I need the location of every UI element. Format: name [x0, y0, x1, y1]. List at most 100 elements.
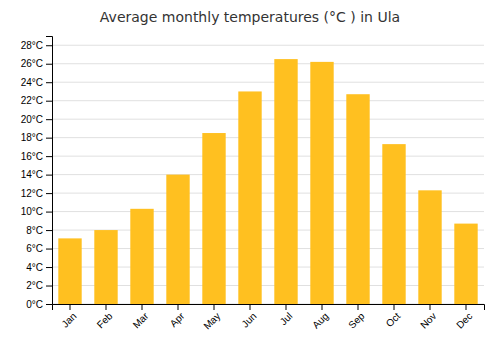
tick-label: 22°C: [21, 95, 43, 106]
tick-mark: [46, 267, 52, 268]
tick-mark: [286, 304, 287, 310]
tick: 26°C: [21, 58, 52, 69]
grid-line: [52, 82, 484, 83]
tick-label: Jan: [59, 310, 78, 329]
tick: 4°C: [26, 262, 52, 273]
chart: Average monthly temperatures (°C ) in Ul…: [0, 0, 500, 350]
bar: [238, 91, 261, 304]
bar: [310, 62, 333, 304]
tick-mark: [106, 304, 107, 310]
tick-label: May: [201, 310, 222, 331]
tick-label: Oct: [384, 310, 403, 329]
bars: [58, 59, 477, 304]
tick-mark: [46, 64, 52, 65]
grid-line: [52, 45, 484, 46]
tick-label: 26°C: [21, 58, 43, 69]
grid-line: [52, 100, 484, 101]
bar: [418, 190, 441, 304]
tick-label: 6°C: [26, 243, 43, 254]
tick-label: 24°C: [21, 77, 43, 88]
tick-label: Aug: [310, 310, 330, 330]
tick-mark: [46, 249, 52, 250]
tick-mark: [46, 286, 52, 287]
tick: 12°C: [21, 188, 52, 199]
tick-label: 18°C: [21, 132, 43, 143]
tick-mark: [142, 304, 143, 310]
tick: 8°C: [26, 225, 52, 236]
tick-label: Sep: [346, 310, 367, 331]
tick-mark: [46, 101, 52, 102]
y-axis: 0°C2°C4°C6°C8°C10°C12°C14°C16°C18°C20°C2…: [21, 37, 53, 310]
tick-mark: [46, 212, 52, 213]
tick-mark: [394, 304, 395, 310]
tick: Jun: [239, 304, 258, 330]
tick: 6°C: [26, 243, 52, 254]
tick: 20°C: [21, 114, 52, 125]
tick-mark: [322, 304, 323, 310]
tick-mark: [46, 230, 52, 231]
tick: 0°C: [26, 299, 52, 310]
bar: [94, 230, 117, 304]
chart-container: Average monthly temperatures (°C ) in Ul…: [0, 0, 500, 350]
tick-label: 12°C: [21, 188, 43, 199]
tick-mark: [358, 304, 359, 310]
tick-mark: [250, 304, 251, 310]
tick: Jan: [59, 304, 78, 330]
axis-line: [46, 37, 53, 305]
tick: 28°C: [21, 40, 52, 51]
bar: [346, 94, 369, 304]
bar: [202, 133, 225, 304]
tick: 22°C: [21, 95, 52, 106]
tick-label: Feb: [95, 310, 115, 330]
tick-label: Mar: [131, 310, 151, 330]
tick: May: [201, 304, 222, 332]
bar: [382, 144, 405, 304]
grid: [52, 45, 484, 304]
tick-mark: [430, 304, 431, 310]
tick-mark: [46, 119, 52, 120]
tick-label: Apr: [168, 310, 187, 329]
bar: [166, 175, 189, 304]
tick-mark: [214, 304, 215, 310]
grid-line: [52, 137, 484, 138]
tick-mark: [46, 45, 52, 46]
tick-mark: [46, 175, 52, 176]
bar: [454, 224, 477, 304]
title: Average monthly temperatures (°C ) in Ul…: [100, 9, 400, 25]
plot: 0°C2°C4°C6°C8°C10°C12°C14°C16°C18°C20°C2…: [21, 37, 485, 332]
tick-mark: [46, 138, 52, 139]
tick: Jul: [278, 304, 295, 327]
tick: 18°C: [21, 132, 52, 143]
tick-label: 28°C: [21, 40, 43, 51]
tick-mark: [46, 156, 52, 157]
tick-label: Dec: [454, 310, 474, 330]
tick-mark: [178, 304, 179, 310]
tick-mark: [46, 304, 52, 305]
tick: Mar: [131, 304, 151, 330]
tick-label: 14°C: [21, 169, 43, 180]
grid-line: [52, 63, 484, 64]
grid-line: [52, 119, 484, 120]
tick-label: 8°C: [26, 225, 43, 236]
tick: Sep: [346, 304, 367, 331]
tick: Oct: [384, 304, 403, 329]
tick-mark: [46, 193, 52, 194]
tick-mark: [46, 82, 52, 83]
tick-mark: [70, 304, 71, 310]
tick-label: 2°C: [26, 280, 43, 291]
tick-label: Jun: [239, 310, 258, 329]
bar: [58, 238, 81, 304]
tick: 16°C: [21, 151, 52, 162]
tick: Aug: [310, 304, 330, 331]
tick-label: Jul: [278, 310, 295, 327]
tick: Apr: [168, 304, 187, 329]
tick-label: 16°C: [21, 151, 43, 162]
tick: Dec: [454, 304, 474, 331]
tick: Feb: [95, 304, 115, 330]
grid-line: [52, 174, 484, 175]
tick: 24°C: [21, 77, 52, 88]
bar: [274, 59, 297, 304]
tick-mark: [466, 304, 467, 310]
tick-label: 4°C: [26, 262, 43, 273]
tick-label: 20°C: [21, 114, 43, 125]
